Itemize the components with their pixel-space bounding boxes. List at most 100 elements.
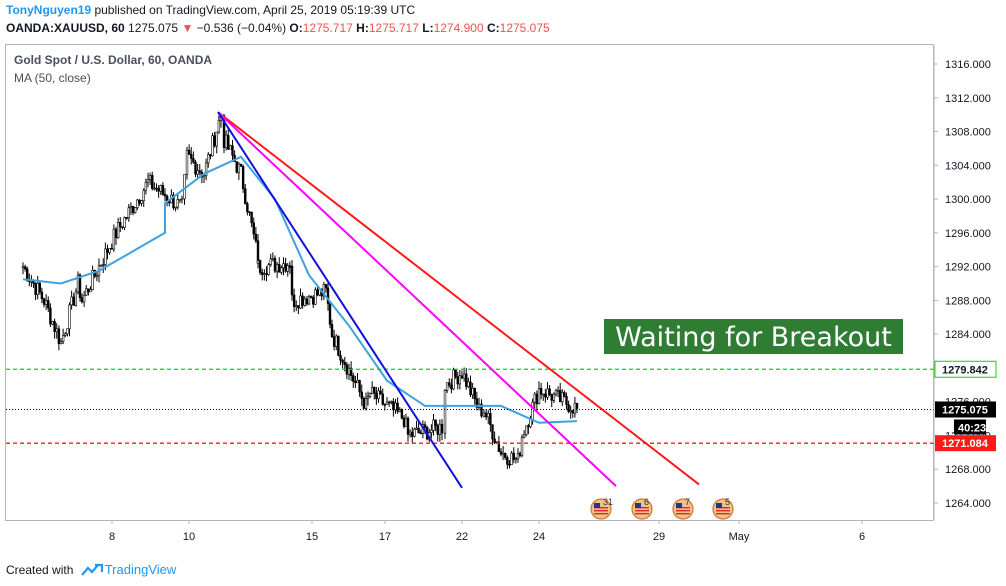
candle-body — [556, 389, 560, 392]
candle-body — [347, 367, 351, 375]
candle-body — [288, 265, 292, 268]
candle-body — [522, 434, 526, 438]
candle-body — [187, 149, 191, 155]
candle-body — [21, 266, 25, 269]
candle-body — [432, 419, 435, 431]
candle-body — [176, 199, 179, 208]
countdown-bg — [954, 419, 986, 435]
y-tick-label: 1304.000 — [945, 160, 991, 172]
candle-body — [290, 265, 294, 296]
countdown-label: 40:23 — [958, 423, 986, 435]
candle-body — [116, 222, 120, 239]
candle-body — [512, 452, 515, 460]
candle-body — [38, 282, 42, 293]
y-tick-label: 1312.000 — [945, 93, 991, 105]
trendline-blue[interactable] — [217, 111, 463, 489]
candle-body — [271, 258, 275, 260]
created-with-text: Created with — [6, 563, 74, 577]
x-tick-label: May — [729, 531, 750, 543]
candle-body — [252, 222, 255, 235]
flag-stripe — [594, 513, 608, 515]
candle-body — [248, 211, 251, 214]
event-count: 7 — [685, 497, 690, 507]
flag-stripe — [716, 507, 730, 509]
candle-body — [312, 296, 315, 305]
candle-body — [387, 401, 391, 404]
x-tick-label: 24 — [533, 531, 545, 543]
candle-body — [23, 266, 27, 270]
annotation-box[interactable]: Waiting for Breakout — [604, 319, 903, 354]
ma50-line — [22, 155, 578, 424]
candle-body — [64, 333, 67, 336]
close-label: C: — [486, 21, 500, 35]
tradingview-brand[interactable]: TradingView — [104, 562, 177, 577]
candle-body — [211, 135, 214, 157]
candle-body — [34, 283, 37, 296]
candle-body — [89, 289, 92, 293]
candle-body — [161, 185, 165, 195]
candle-body — [99, 265, 103, 267]
candle-body — [70, 296, 73, 306]
candle-body — [448, 382, 451, 386]
indicator-label[interactable]: MA (50, close) — [14, 71, 91, 85]
candle-body — [362, 398, 366, 409]
candle-body — [121, 226, 124, 228]
candle-body — [473, 388, 476, 400]
candle-body — [366, 396, 370, 399]
candle-body — [370, 386, 374, 394]
candle-body — [330, 324, 334, 338]
candle-body — [244, 188, 247, 204]
candle-body — [108, 247, 111, 253]
candle-body — [324, 284, 328, 289]
candle-body — [373, 386, 376, 394]
candle-body — [49, 307, 52, 325]
time-axis[interactable]: 8 10 15 17 22 24 29 May 6 — [109, 520, 865, 543]
flag-stripe — [635, 510, 649, 512]
candle-body — [385, 401, 389, 405]
price-tag — [934, 360, 997, 378]
plot-area[interactable]: 31 6 7 5 Waiting for Breakout — [6, 111, 934, 520]
candle-body — [129, 206, 133, 209]
candle-body — [400, 408, 404, 419]
candle-body — [183, 173, 186, 200]
candle-body — [520, 436, 524, 456]
candle-body — [436, 425, 439, 435]
candle-body — [309, 296, 313, 298]
price-axis[interactable]: 1316.000 1312.000 1308.000 1304.000 1300.000… — [934, 59, 997, 510]
y-tick-label: 1308.000 — [945, 127, 991, 139]
candle-body — [339, 355, 342, 361]
candle-body — [282, 263, 285, 269]
candle-body — [159, 185, 162, 192]
author-link[interactable]: TonyNguyen19 — [6, 3, 92, 17]
flag-canton — [676, 503, 682, 508]
candle-body — [516, 453, 520, 460]
candle-body — [284, 263, 287, 272]
flag-stripe — [635, 507, 649, 509]
change-value: −0.536 (−0.04%) — [196, 21, 287, 35]
event-count: 5 — [725, 497, 730, 507]
trendline-magenta[interactable] — [217, 111, 617, 487]
published-text: published on TradingView.com, April 25, … — [91, 3, 416, 17]
candle-body — [377, 390, 380, 400]
candle-body — [305, 298, 309, 305]
candle-body — [119, 222, 122, 227]
candle-body — [501, 452, 505, 455]
candle-body — [258, 260, 262, 273]
candle-body — [379, 390, 382, 395]
candle-body — [215, 131, 218, 147]
candle-body — [144, 181, 148, 191]
candle-body — [36, 282, 39, 296]
flag-canton — [594, 503, 600, 508]
candle-body — [404, 417, 408, 427]
candle-body — [438, 423, 442, 435]
candle-body — [192, 158, 195, 163]
trendline-red[interactable] — [217, 111, 700, 486]
publish-line: TonyNguyen19 published on TradingView.co… — [6, 3, 415, 17]
candle-body — [127, 207, 131, 219]
price-tag — [935, 435, 996, 452]
candle-body — [254, 233, 258, 242]
x-tick-label: 6 — [859, 531, 865, 543]
candle-body — [544, 393, 547, 398]
candle-body — [155, 187, 158, 190]
